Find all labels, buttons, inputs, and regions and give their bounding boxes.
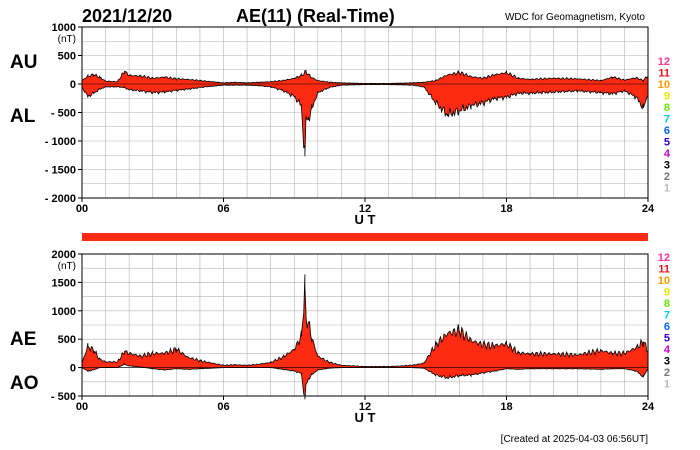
station-legend-item: 1 bbox=[664, 183, 670, 195]
series-line-au bbox=[81, 69, 649, 84]
unit-label: (nT) bbox=[58, 34, 76, 45]
station-legend-item: 11 bbox=[658, 68, 670, 80]
x-tick-label: 18 bbox=[500, 203, 512, 215]
y-tick-label: 0 bbox=[70, 79, 76, 91]
unit-label: (nT) bbox=[58, 261, 76, 272]
y-tick-label: - 500 bbox=[51, 391, 76, 403]
date-title: 2021/12/20 bbox=[82, 6, 172, 26]
x-axis-label: U T bbox=[355, 212, 376, 227]
x-tick-label: 12 bbox=[359, 203, 371, 215]
station-legend-item: 3 bbox=[664, 356, 670, 368]
station-legend-item: 4 bbox=[664, 148, 671, 160]
y-tick-label: 1500 bbox=[52, 277, 76, 289]
x-tick-label: 24 bbox=[642, 203, 655, 215]
y-tick-label: - 1500 bbox=[45, 165, 76, 177]
station-legend-item: 4 bbox=[664, 344, 671, 356]
series-label-au: AU bbox=[10, 52, 37, 73]
au-al-panel: 1000 500 0 - 500 - 1000 - 1500 - 2000 (nT) 00 06 1… bbox=[10, 22, 655, 227]
station-legend-item: 2 bbox=[664, 367, 670, 379]
y-tick-label: 0 bbox=[70, 363, 76, 375]
station-legend-item: 6 bbox=[664, 321, 670, 333]
station-legend-item: 1 bbox=[664, 379, 670, 391]
x-tick-label: 00 bbox=[76, 401, 88, 413]
station-legend-item: 9 bbox=[664, 91, 670, 103]
x-tick-label: 06 bbox=[217, 401, 229, 413]
y-tick-label: - 500 bbox=[51, 108, 76, 120]
station-legend-item: 9 bbox=[664, 287, 670, 299]
station-legend-item: 5 bbox=[664, 137, 670, 149]
series-label-ao: AO bbox=[10, 373, 39, 394]
data-availability-bar bbox=[82, 233, 648, 241]
y-tick-label: 500 bbox=[58, 51, 76, 63]
series-line-al bbox=[81, 84, 649, 157]
station-legend-item: 7 bbox=[664, 310, 670, 322]
x-tick-label: 18 bbox=[500, 401, 512, 413]
station-legend-item: 8 bbox=[664, 298, 670, 310]
station-legend-item: 11 bbox=[658, 264, 670, 276]
x-tick-label: 06 bbox=[217, 203, 229, 215]
x-tick-label: 24 bbox=[642, 401, 655, 413]
source-label: WDC for Geomagnetism, Kyoto bbox=[505, 12, 645, 23]
y-tick-label: - 1000 bbox=[45, 136, 76, 148]
ae-ao-panel: 2000 1500 1000 500 0 - 500 (nT) 00 06 12 18 24 U T AE… bbox=[10, 249, 655, 425]
station-legend-item: 5 bbox=[664, 333, 670, 345]
station-legend-item: 10 bbox=[658, 79, 670, 91]
x-tick-label: 12 bbox=[359, 401, 371, 413]
filled-range-area bbox=[82, 70, 648, 157]
x-axis-label: U T bbox=[355, 410, 376, 425]
y-tick-label: - 2000 bbox=[45, 193, 76, 205]
station-legend-item: 7 bbox=[664, 114, 670, 126]
station-legend-item: 12 bbox=[658, 56, 670, 68]
station-legend-item: 6 bbox=[664, 125, 670, 137]
station-legend-item: 12 bbox=[658, 252, 670, 264]
series-label-al: AL bbox=[10, 106, 36, 127]
station-legend-item: 8 bbox=[664, 102, 670, 114]
y-tick-label: 2000 bbox=[52, 249, 76, 261]
y-tick-label: 1000 bbox=[52, 22, 76, 34]
station-legend-item: 3 bbox=[664, 160, 670, 172]
y-tick-label: 1000 bbox=[52, 306, 76, 318]
series-label-ae: AE bbox=[10, 329, 36, 350]
station-legend-item: 2 bbox=[664, 171, 670, 183]
series-line-ae bbox=[81, 274, 649, 368]
filled-range-area bbox=[82, 274, 648, 400]
y-tick-label: 500 bbox=[58, 334, 76, 346]
created-timestamp: [Created at 2025-04-03 06:56UT] bbox=[501, 434, 649, 445]
station-legend-item: 10 bbox=[658, 275, 670, 287]
x-tick-label: 00 bbox=[76, 203, 88, 215]
chart-title: AE(11) (Real-Time) bbox=[236, 6, 395, 26]
